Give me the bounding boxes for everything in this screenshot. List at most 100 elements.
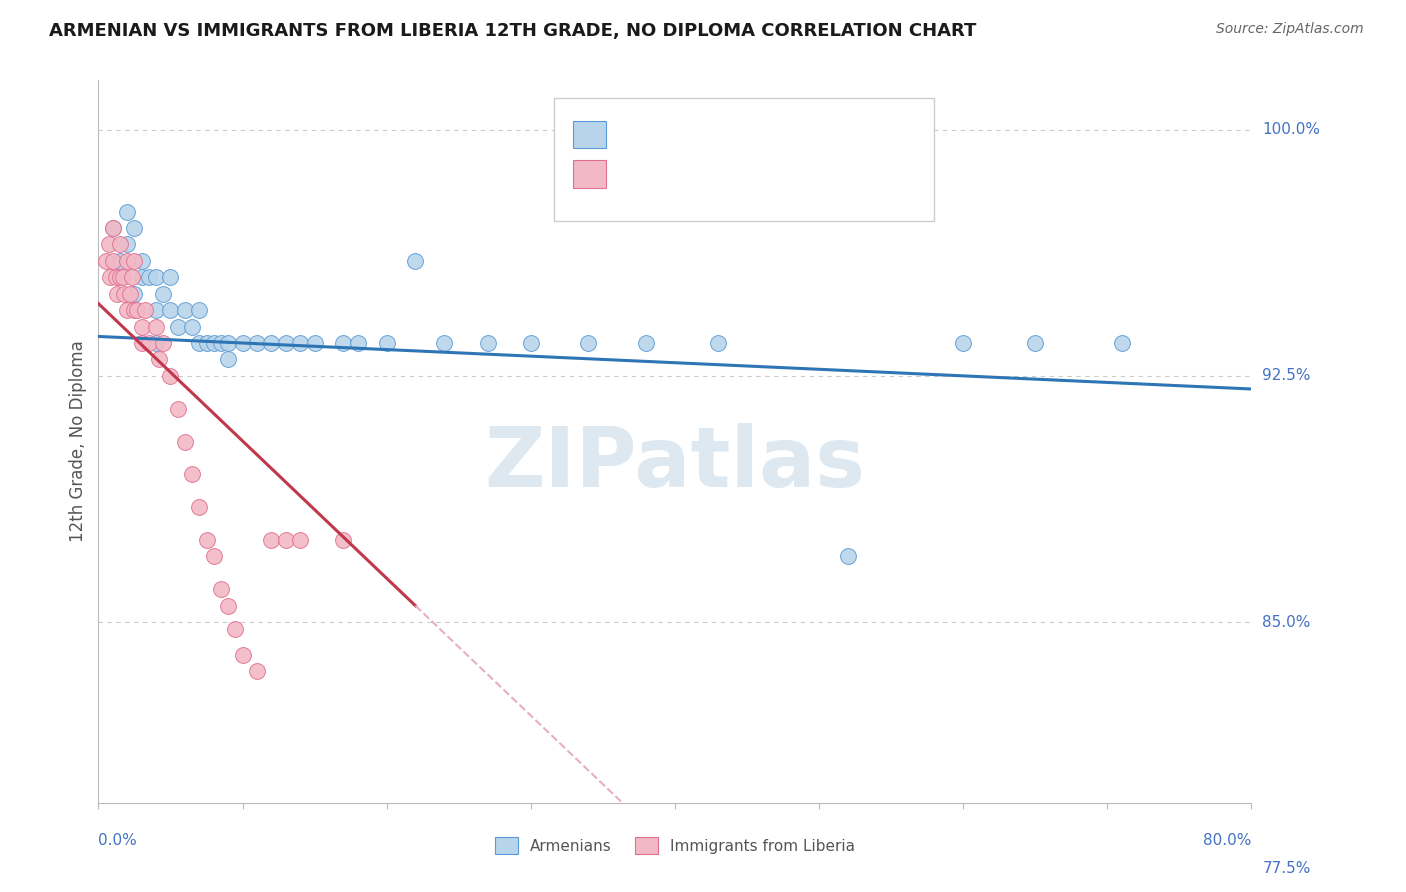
Y-axis label: 12th Grade, No Diploma: 12th Grade, No Diploma xyxy=(69,341,87,542)
Point xyxy=(166,319,188,334)
Point xyxy=(131,254,153,268)
Point xyxy=(181,319,204,334)
Point xyxy=(707,336,730,351)
Point xyxy=(260,533,283,547)
Point xyxy=(837,549,859,564)
Text: 80.0%: 80.0% xyxy=(1204,833,1251,848)
Point xyxy=(148,352,170,367)
Point xyxy=(477,336,499,351)
Point xyxy=(97,237,120,252)
Point xyxy=(202,336,225,351)
Point xyxy=(124,221,146,235)
Point xyxy=(145,319,167,334)
Bar xyxy=(574,120,606,148)
Point xyxy=(117,254,139,268)
Point xyxy=(145,270,167,285)
Point xyxy=(121,270,143,285)
Point xyxy=(217,336,239,351)
Point xyxy=(104,270,127,285)
Point xyxy=(520,336,543,351)
Point xyxy=(131,336,153,351)
Point xyxy=(274,533,297,547)
Text: 100.0%: 100.0% xyxy=(1263,122,1320,137)
Point xyxy=(105,286,128,301)
Point xyxy=(1024,336,1046,351)
Text: ARMENIAN VS IMMIGRANTS FROM LIBERIA 12TH GRADE, NO DIPLOMA CORRELATION CHART: ARMENIAN VS IMMIGRANTS FROM LIBERIA 12TH… xyxy=(49,22,977,40)
Point xyxy=(117,204,139,219)
Point xyxy=(195,533,218,547)
Point xyxy=(120,286,142,301)
Point xyxy=(188,500,211,515)
Point xyxy=(152,336,174,351)
Point xyxy=(138,336,160,351)
Point xyxy=(159,303,181,318)
Point xyxy=(174,303,197,318)
Point xyxy=(231,336,254,351)
Point xyxy=(181,467,204,482)
Point xyxy=(332,336,354,351)
Legend: Armenians, Immigrants from Liberia: Armenians, Immigrants from Liberia xyxy=(489,831,860,860)
Point xyxy=(375,336,398,351)
Point xyxy=(101,254,124,268)
Point xyxy=(127,303,149,318)
Point xyxy=(224,622,246,636)
Point xyxy=(209,336,232,351)
Point xyxy=(274,336,297,351)
Bar xyxy=(574,161,606,188)
Text: 77.5%: 77.5% xyxy=(1263,861,1310,876)
Point xyxy=(290,533,312,547)
Point xyxy=(117,303,139,318)
Point xyxy=(332,533,354,547)
Text: 85.0%: 85.0% xyxy=(1263,615,1310,630)
Point xyxy=(166,401,188,416)
Point xyxy=(346,336,368,351)
Point xyxy=(217,352,239,367)
Point xyxy=(246,336,269,351)
Text: R = -0.028: R = -0.028 xyxy=(620,126,709,144)
Point xyxy=(94,254,117,268)
Point xyxy=(145,336,167,351)
Point xyxy=(202,549,225,564)
Point xyxy=(952,336,974,351)
Point xyxy=(217,599,239,613)
Point xyxy=(636,336,658,351)
Text: N = 64: N = 64 xyxy=(752,165,810,183)
Point xyxy=(117,237,139,252)
Point xyxy=(159,270,181,285)
Point xyxy=(195,336,218,351)
Point xyxy=(188,336,211,351)
Point xyxy=(124,254,146,268)
Point xyxy=(111,270,134,285)
Point xyxy=(246,665,269,679)
Point xyxy=(145,303,167,318)
Point xyxy=(188,303,211,318)
Point xyxy=(101,221,124,235)
Text: R = -0.309: R = -0.309 xyxy=(620,165,709,183)
Text: Source: ZipAtlas.com: Source: ZipAtlas.com xyxy=(1216,22,1364,37)
Point xyxy=(1111,336,1133,351)
Point xyxy=(174,434,197,449)
Point xyxy=(290,336,312,351)
Text: 92.5%: 92.5% xyxy=(1263,368,1310,384)
Point xyxy=(108,237,131,252)
Point xyxy=(578,336,600,351)
Point xyxy=(108,270,131,285)
Text: 0.0%: 0.0% xyxy=(98,833,138,848)
Point xyxy=(304,336,326,351)
FancyBboxPatch shape xyxy=(554,98,935,221)
Point xyxy=(209,582,232,597)
Point xyxy=(112,286,135,301)
Point xyxy=(134,303,156,318)
Point xyxy=(260,336,283,351)
Text: N = 56: N = 56 xyxy=(752,126,810,144)
Point xyxy=(138,270,160,285)
Point xyxy=(405,254,427,268)
Point xyxy=(108,254,131,268)
Point xyxy=(124,286,146,301)
Point xyxy=(131,270,153,285)
Point xyxy=(152,286,174,301)
Text: ZIPatlas: ZIPatlas xyxy=(485,423,865,504)
Point xyxy=(98,270,121,285)
Point xyxy=(433,336,456,351)
Point xyxy=(159,368,181,383)
